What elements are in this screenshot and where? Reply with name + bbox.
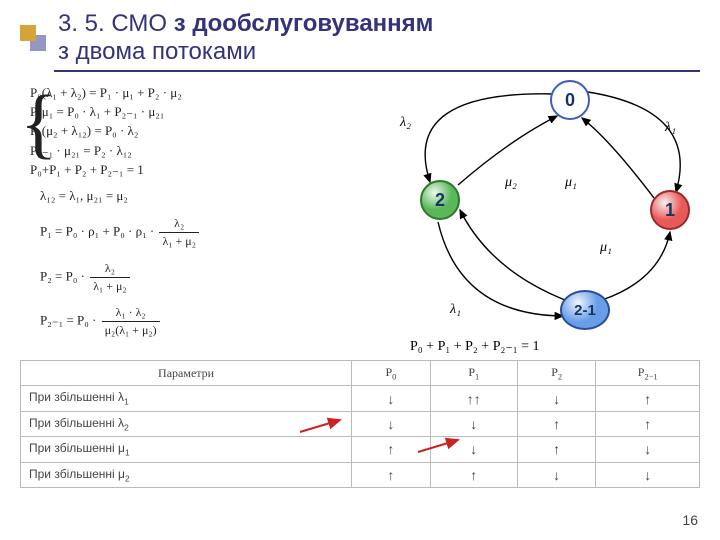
edge-label: μ₂ [505,175,517,191]
eq-line: P₀+P₁ + P₂ + P₂₋₁ = 1 [30,161,320,179]
extra-equations: λ₁₂ = λ₁, μ₂₁ = μ₂ P₁ = P₀ · ρ₁ + P₀ · ρ… [20,187,320,339]
graph-node-n21: 2-1 [560,290,610,330]
parameters-table: Параметри P0 P1 P2 P2−1 При збільшенні λ… [20,360,700,488]
row-label: При збільшенні λ2 [21,411,352,436]
system-brace-icon: { [20,84,57,179]
eq-line: P₀(λ₁ + λ₂) = P₁ · μ₁ + P₂ · μ₂ [30,84,320,102]
table-cell: ↓ [596,462,700,487]
page-number: 16 [682,512,698,528]
table-row: При збільшенні μ1↑↓↑↓ [21,437,700,462]
edge-label: λ₂ [400,115,411,131]
p21-eq: P₂₋₁ = P₀ · λ₁ · λ₂μ₂(λ₁ + μ₂) [40,304,320,339]
bullet-front [20,25,36,41]
header-underline [54,70,700,72]
graph-node-n2: 2 [420,180,460,220]
table-header-row: Параметри P0 P1 P2 P2−1 [21,361,700,386]
graph-node-n1: 1 [650,190,690,230]
fraction: λ₂λ₁ + μ₂ [90,260,129,295]
table-cell: ↓ [430,437,517,462]
table-cell: ↑ [352,437,430,462]
fraction: λ₁ · λ₂μ₂(λ₁ + μ₂) [102,304,160,339]
eq-line: P₂₋₁ · μ₂₁ = P₂ · λ₁₂ [30,142,320,160]
table-cell: ↑ [517,437,595,462]
title-bold: з дообслуговуванням [174,10,434,37]
content-row: { P₀(λ₁ + λ₂) = P₁ · μ₁ + P₂ · μ₂ P₁μ₁ =… [0,80,720,360]
table-cell: ↓ [596,437,700,462]
col-header: P0 [352,361,430,386]
table-row: При збільшенні λ1↓↑↑↓↑ [21,386,700,411]
edge-label: λ₁ [450,302,461,318]
slide-header: 3. 5. СМО з дообслуговуванням з двома по… [0,0,720,70]
p2-eq: P₂ = P₀ · λ₂λ₁ + μ₂ [40,260,320,295]
table-cell: ↓ [352,411,430,436]
table-cell: ↓ [430,411,517,436]
slide-title: 3. 5. СМО з дообслуговуванням з двома по… [58,10,433,66]
header-bullet-icon [20,25,46,51]
row-label: При збільшенні μ2 [21,462,352,487]
equation-system: { P₀(λ₁ + λ₂) = P₁ · μ₁ + P₂ · μ₂ P₁μ₁ =… [20,84,320,179]
edge-label: λ₁ [665,120,676,136]
col-header: P1 [430,361,517,386]
row-label: При збільшенні μ1 [21,437,352,462]
state-graph: P₀ + P₁ + P₂ + P₂₋₁ = 1 0 1 2 2-1 λ₂ λ₁ μ₂ μ₁ μ₁… [320,80,700,360]
col-header: Параметри [21,361,352,386]
table-row: При збільшенні μ2↑↑↓↓ [21,462,700,487]
edge-label: μ₁ [600,240,612,256]
col-header: P2−1 [596,361,700,386]
table-cell: ↑ [517,411,595,436]
eq-line: P₁μ₁ = P₀ · λ₁ + P₂₋₁ · μ₂₁ [30,103,320,121]
eq-line: P₂(μ₂ + λ₁₂) = P₀ · λ₂ [30,122,320,140]
p1-eq: P₁ = P₀ · ρ₁ + P₀ · ρ₁ · λ₂λ₁ + μ₂ [40,215,320,250]
graph-node-n0: 0 [550,80,590,120]
edge-label: μ₁ [565,175,577,191]
table-row: При збільшенні λ2↓↓↑↑ [21,411,700,436]
table-cell: ↑ [430,462,517,487]
table-cell: ↓ [517,462,595,487]
graph-edges [320,80,700,360]
sum-equation: P₀ + P₁ + P₂ + P₂₋₁ = 1 [410,338,540,355]
equations-column: { P₀(λ₁ + λ₂) = P₁ · μ₁ + P₂ · μ₂ P₁μ₁ =… [20,80,320,360]
fraction: λ₂λ₁ + μ₂ [159,215,198,250]
table-cell: ↑↑ [430,386,517,411]
col-header: P2 [517,361,595,386]
table-cell: ↓ [517,386,595,411]
table-cell: ↓ [352,386,430,411]
row-label: При збільшенні λ1 [21,386,352,411]
title-prefix: 3. 5. СМО [58,10,174,37]
title-line2: з двома потоками [58,38,256,65]
table-cell: ↑ [596,411,700,436]
sub-eq: λ₁₂ = λ₁, μ₂₁ = μ₂ [40,187,320,205]
table-cell: ↑ [596,386,700,411]
table-cell: ↑ [352,462,430,487]
